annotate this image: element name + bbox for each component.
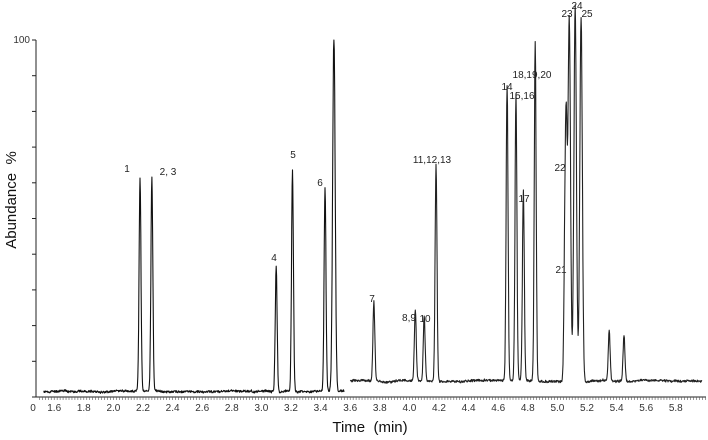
peak-label: 10	[419, 314, 431, 325]
x-tick-label: 3.8	[373, 403, 387, 414]
x-tick-label: 5.0	[550, 403, 564, 414]
peak-label: 18,19,20	[513, 70, 552, 81]
peak-label: 6	[317, 178, 323, 189]
x-tick-label: 1.6	[47, 403, 61, 414]
x-tick-label: 3.2	[284, 403, 298, 414]
peak-label: 23	[561, 9, 573, 20]
x-tick-label: 2.8	[225, 403, 239, 414]
x-tick-label: 4.2	[432, 403, 446, 414]
x-tick-label: 5.8	[669, 403, 683, 414]
trace-chromatogram-b	[349, 4, 703, 385]
x-tick-label: 1.8	[77, 403, 91, 414]
x-tick-label: 2.2	[136, 403, 150, 414]
peak-label: 4	[271, 253, 277, 264]
x-tick-label: 2.6	[195, 403, 209, 414]
x-axis-title: Time (min)	[332, 419, 407, 436]
x-tick-label: 4.0	[402, 403, 416, 414]
x-tick-label: 3.4	[314, 403, 328, 414]
peak-label: 8,9	[402, 313, 416, 324]
x-tick-label: 4.6	[491, 403, 505, 414]
peak-label: 14	[501, 82, 513, 93]
trace-chromatogram-a	[43, 39, 345, 394]
x-tick-label: 3.0	[254, 403, 268, 414]
peak-label: 25	[581, 9, 593, 20]
x-tick-label: 5.2	[580, 403, 594, 414]
peak-label: 7	[369, 294, 375, 305]
peak-label: 1	[124, 164, 130, 175]
x-tick-label: 5.4	[610, 403, 624, 414]
x-tick-label: 4.4	[462, 403, 476, 414]
peak-label: 24	[571, 1, 583, 12]
x-tick-label: 5.6	[639, 403, 653, 414]
x-tick-label: 4.8	[521, 403, 535, 414]
x-tick-label: 3.6	[343, 403, 357, 414]
peak-label: 22	[554, 163, 566, 174]
peak-label: 17	[518, 194, 530, 205]
x-tick-label: 2.0	[106, 403, 120, 414]
y-axis-ticks	[32, 39, 36, 398]
x-axis-ticks: 0 1.6 1.8 2.0 2.2 2.4 2.6 2.8 3.0 3.2 3.4 3.6 3.8 4.0…	[30, 397, 706, 414]
y-axis-title: Abundance %	[3, 151, 20, 249]
peak-label: 21	[555, 265, 567, 276]
x-tick-label: 2.4	[166, 403, 180, 414]
peak-label: 15,16	[509, 91, 534, 102]
x-tick-label: 0	[30, 403, 36, 414]
peak-label: 11,12,13	[413, 155, 452, 166]
peak-label: 5	[290, 150, 296, 161]
peak-label: 2, 3	[160, 167, 177, 178]
y-tick-label-100: 100	[13, 35, 30, 46]
